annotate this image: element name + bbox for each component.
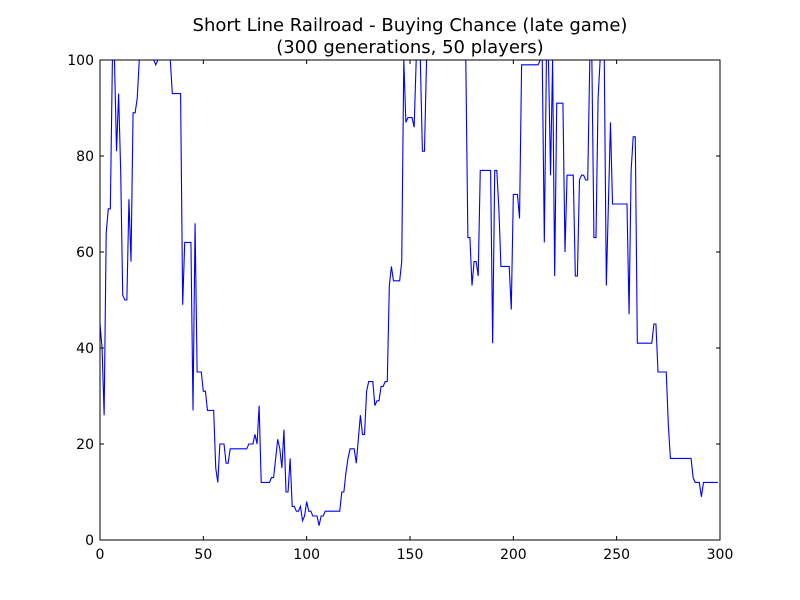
plot-frame	[99, 59, 721, 541]
y-tick-label: 20	[76, 437, 94, 453]
y-tick-label: 100	[67, 53, 94, 69]
x-tick-label: 200	[500, 547, 527, 563]
y-tick-label: 0	[85, 533, 94, 549]
y-tick-label: 60	[76, 245, 94, 261]
x-tick-label: 150	[397, 547, 424, 563]
x-tick-label: 250	[603, 547, 630, 563]
x-tick-label: 100	[293, 547, 320, 563]
axis-ticks: 0 50 100 150 200 250 300 0 20 40 60 80 100	[67, 53, 733, 563]
plot-area	[100, 60, 718, 526]
x-tick-label: 0	[96, 547, 105, 563]
y-tick-label: 40	[76, 341, 94, 357]
chart-subtitle: (300 generations, 50 players)	[276, 37, 543, 58]
y-tick-label: 80	[76, 149, 94, 165]
chart-title: Short Line Railroad - Buying Chance (lat…	[193, 15, 628, 36]
x-tick-label: 300	[707, 547, 734, 563]
series-line-0	[100, 60, 718, 526]
x-tick-label: 50	[194, 547, 212, 563]
